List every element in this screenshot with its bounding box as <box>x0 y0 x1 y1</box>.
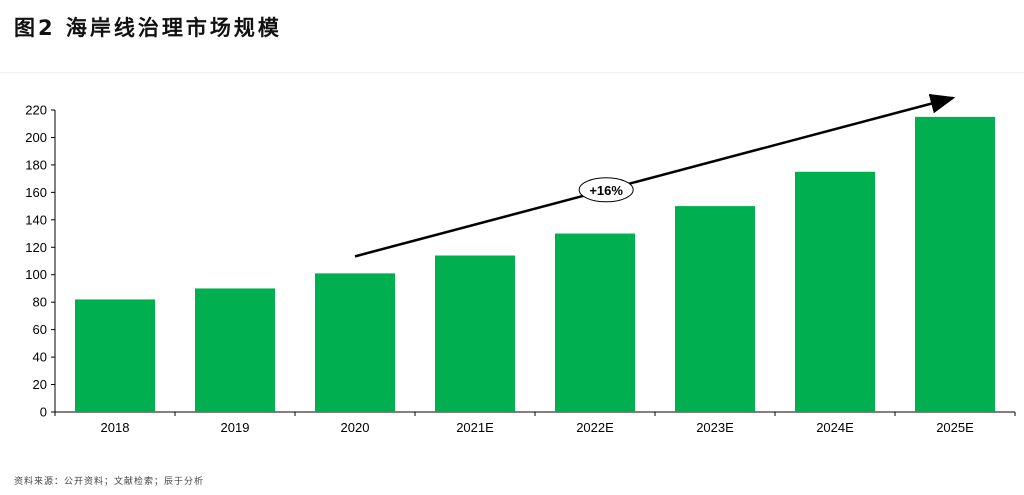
y-axis: 0 20 40 60 80 100 120 140 160 180 200 220 <box>25 103 56 420</box>
y-tick-label: 40 <box>33 350 47 365</box>
y-tick-label: 20 <box>33 377 47 392</box>
y-tick-label: 60 <box>33 322 47 337</box>
trend-annotation: +16% <box>354 93 956 258</box>
x-tick-label: 2018 <box>101 420 130 435</box>
y-tick-label: 160 <box>25 185 47 200</box>
bar-2025E <box>915 116 995 412</box>
y-tick-label: 120 <box>25 240 47 255</box>
bar-2020 <box>315 273 395 412</box>
x-tick-label: 2024E <box>816 420 854 435</box>
y-tick-label: 200 <box>25 130 47 145</box>
bars <box>75 116 995 412</box>
bar-2023E <box>675 206 755 412</box>
x-tick-label: 2020 <box>341 420 370 435</box>
title-divider <box>0 72 1024 73</box>
y-tick-label: 0 <box>40 405 47 420</box>
x-tick-label: 2025E <box>936 420 974 435</box>
x-tick-label: 2023E <box>696 420 734 435</box>
trend-arrow <box>354 93 956 258</box>
x-axis: 2018 2019 2020 2021E 2022E 2023E 2024E 2025E <box>54 411 1016 435</box>
y-tick-label: 80 <box>33 295 47 310</box>
source-note: 资料来源：公开资料；文献检索；辰于分析 <box>14 477 205 487</box>
y-tick-label: 180 <box>25 157 47 172</box>
bar-2018 <box>75 299 155 412</box>
chart-title: 图2 海岸线治理市场规模 <box>14 16 282 40</box>
trend-bubble <box>578 177 634 203</box>
y-tick-label: 140 <box>25 212 47 227</box>
x-tick-label: 2019 <box>221 420 250 435</box>
y-tick-label: 220 <box>25 103 47 118</box>
bar-2022E <box>555 233 635 412</box>
x-tick-label: 2021E <box>456 420 494 435</box>
trend-label: +16% <box>589 183 623 198</box>
bar-2019 <box>195 288 275 412</box>
bar-2024E <box>795 171 875 412</box>
bar-2021E <box>435 255 515 412</box>
x-tick-label: 2022E <box>576 420 614 435</box>
y-tick-label: 100 <box>25 267 47 282</box>
